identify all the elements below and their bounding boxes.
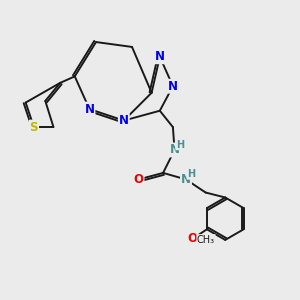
Text: O: O <box>134 173 143 186</box>
Text: N: N <box>155 50 165 63</box>
Text: S: S <box>30 121 38 134</box>
Text: N: N <box>168 80 178 93</box>
Text: N: N <box>119 114 129 127</box>
Text: N: N <box>169 143 179 157</box>
Text: N: N <box>181 173 191 186</box>
Text: CH₃: CH₃ <box>197 235 215 244</box>
Text: H: H <box>176 140 184 150</box>
Text: H: H <box>187 169 195 179</box>
Text: N: N <box>85 103 94 116</box>
Text: O: O <box>187 232 197 244</box>
